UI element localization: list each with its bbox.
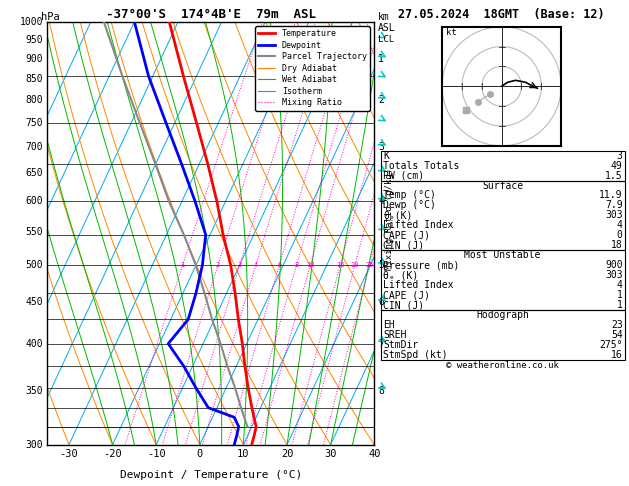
Text: 20: 20 [281, 450, 293, 459]
Text: 10: 10 [306, 262, 314, 268]
Text: θₑ (K): θₑ (K) [383, 270, 418, 280]
Text: 16: 16 [336, 262, 345, 268]
Text: -10: -10 [147, 450, 165, 459]
Text: Pressure (mb): Pressure (mb) [383, 260, 459, 270]
Text: 1: 1 [617, 290, 623, 300]
Text: 23: 23 [611, 320, 623, 330]
Text: 2: 2 [378, 95, 384, 105]
Text: 450: 450 [26, 297, 43, 307]
Text: 16: 16 [611, 350, 623, 360]
Text: 4: 4 [617, 280, 623, 290]
Text: CAPE (J): CAPE (J) [383, 290, 430, 300]
Text: 4: 4 [617, 220, 623, 230]
Text: Hodograph: Hodograph [476, 310, 529, 320]
Text: StmDir: StmDir [383, 340, 418, 350]
Text: Lifted Index: Lifted Index [383, 280, 454, 290]
Text: 700: 700 [26, 142, 43, 152]
Text: 0: 0 [197, 450, 203, 459]
Text: 7: 7 [378, 339, 384, 348]
Text: 303: 303 [605, 210, 623, 221]
Text: 500: 500 [26, 260, 43, 270]
Text: hPa: hPa [41, 12, 60, 22]
Text: 6: 6 [277, 262, 281, 268]
Text: 25: 25 [365, 262, 374, 268]
Text: 18: 18 [611, 240, 623, 250]
Text: 10: 10 [237, 450, 250, 459]
Text: -20: -20 [103, 450, 122, 459]
Text: Lifted Index: Lifted Index [383, 220, 454, 230]
Text: Totals Totals: Totals Totals [383, 160, 459, 171]
Text: EH: EH [383, 320, 395, 330]
Text: Dewpoint / Temperature (°C): Dewpoint / Temperature (°C) [120, 470, 302, 480]
Text: StmSpd (kt): StmSpd (kt) [383, 350, 448, 360]
Text: 600: 600 [26, 196, 43, 206]
Text: 20: 20 [350, 262, 359, 268]
Text: 1: 1 [378, 54, 384, 64]
Text: 303: 303 [605, 270, 623, 280]
Text: Mixing Ratio (g/kg): Mixing Ratio (g/kg) [386, 168, 394, 270]
Text: 0: 0 [617, 230, 623, 241]
Text: K: K [383, 151, 389, 161]
Text: LCL: LCL [378, 35, 394, 44]
Text: CAPE (J): CAPE (J) [383, 230, 430, 241]
Text: 7.9: 7.9 [605, 200, 623, 210]
Legend: Temperature, Dewpoint, Parcel Trajectory, Dry Adiabat, Wet Adiabat, Isotherm, Mi: Temperature, Dewpoint, Parcel Trajectory… [255, 26, 370, 111]
Text: CIN (J): CIN (J) [383, 300, 424, 310]
Text: 3: 3 [378, 142, 384, 152]
Text: Most Unstable: Most Unstable [464, 250, 541, 260]
Text: CIN (J): CIN (J) [383, 240, 424, 250]
Text: 4: 4 [253, 262, 258, 268]
Text: 300: 300 [26, 440, 43, 450]
Text: kt: kt [446, 28, 457, 36]
Text: 650: 650 [26, 168, 43, 178]
Text: 275°: 275° [599, 340, 623, 350]
Text: 11.9: 11.9 [599, 191, 623, 201]
Text: 850: 850 [26, 74, 43, 84]
Text: 1.5: 1.5 [605, 171, 623, 181]
Text: 8: 8 [378, 385, 384, 396]
Text: 900: 900 [605, 260, 623, 270]
Text: 400: 400 [26, 339, 43, 348]
Text: 4: 4 [378, 196, 384, 206]
Text: Temp (°C): Temp (°C) [383, 191, 436, 201]
Text: 3: 3 [238, 262, 242, 268]
Text: © weatheronline.co.uk: © weatheronline.co.uk [446, 361, 559, 370]
Text: 5: 5 [378, 260, 384, 270]
Text: 8: 8 [294, 262, 299, 268]
Text: 750: 750 [26, 118, 43, 128]
Text: 350: 350 [26, 385, 43, 396]
Text: 900: 900 [26, 54, 43, 64]
Text: 6: 6 [378, 297, 384, 307]
Text: PW (cm): PW (cm) [383, 171, 424, 181]
Text: 27.05.2024  18GMT  (Base: 12): 27.05.2024 18GMT (Base: 12) [398, 8, 605, 21]
Text: 54: 54 [611, 330, 623, 340]
Text: 2: 2 [216, 262, 220, 268]
Text: 1: 1 [617, 300, 623, 310]
Text: 1000: 1000 [19, 17, 43, 27]
Text: 800: 800 [26, 95, 43, 105]
Text: Dewp (°C): Dewp (°C) [383, 200, 436, 210]
Text: 950: 950 [26, 35, 43, 45]
Text: 40: 40 [368, 450, 381, 459]
Text: θₑ(K): θₑ(K) [383, 210, 413, 221]
Text: Surface: Surface [482, 180, 523, 191]
Text: 30: 30 [325, 450, 337, 459]
Text: SREH: SREH [383, 330, 406, 340]
Text: -37°00'S  174°4B'E  79m  ASL: -37°00'S 174°4B'E 79m ASL [106, 8, 316, 21]
Text: 550: 550 [26, 227, 43, 237]
Text: km
ASL: km ASL [377, 12, 395, 33]
Text: 1: 1 [181, 262, 185, 268]
Text: 3: 3 [617, 151, 623, 161]
Text: -30: -30 [60, 450, 79, 459]
Text: 49: 49 [611, 160, 623, 171]
